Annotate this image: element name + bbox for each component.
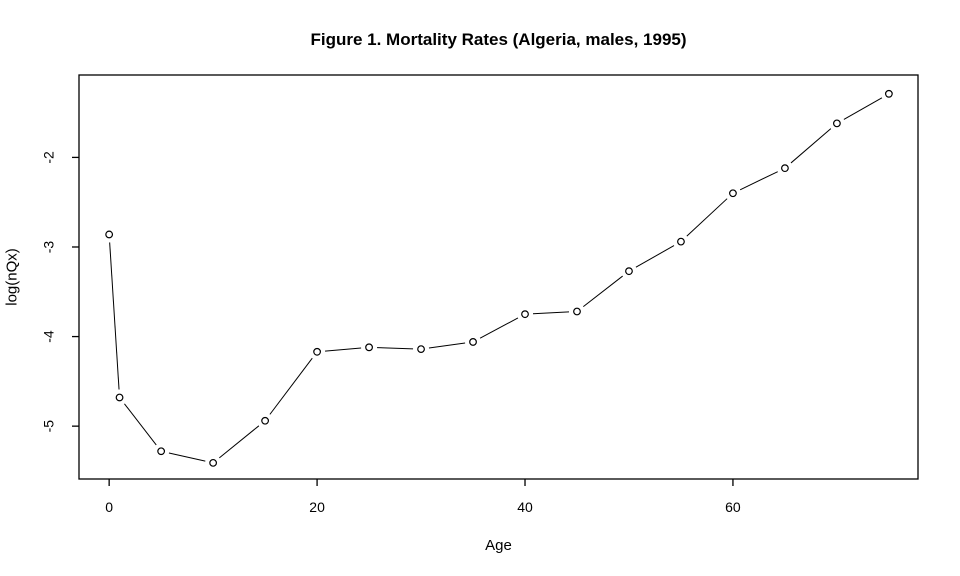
x-tick-label: 60 — [725, 499, 741, 515]
data-point — [157, 447, 166, 456]
data-point — [729, 189, 737, 198]
series-segment — [124, 403, 157, 446]
x-tick-label: 20 — [309, 499, 325, 515]
series-segment — [686, 198, 728, 237]
data-point — [115, 393, 124, 402]
series-segment — [269, 357, 313, 415]
y-tick-label: -3 — [41, 241, 57, 254]
data-point — [625, 267, 633, 276]
series-segment — [219, 425, 260, 459]
y-axis-label-text: log(nQx) — [3, 248, 21, 306]
series-segment — [790, 128, 832, 164]
y-tick-label: -4 — [41, 330, 57, 343]
chart-title: Figure 1. Mortality Rates (Algeria, male… — [310, 30, 687, 49]
data-point — [209, 458, 218, 467]
data-point — [573, 307, 581, 316]
data-point — [417, 345, 425, 354]
data-point — [884, 89, 893, 98]
series-segment — [479, 317, 519, 339]
data-point — [365, 343, 373, 352]
series-segment — [739, 171, 778, 191]
data-point — [469, 338, 477, 346]
series-segment — [843, 97, 883, 120]
data-point — [833, 119, 841, 128]
series-segment — [635, 245, 675, 268]
data-point — [105, 230, 114, 239]
y-tick-label: -5 — [41, 420, 57, 433]
data-point — [521, 310, 529, 319]
data-point — [313, 347, 321, 356]
data-point — [781, 164, 789, 173]
series-segment — [109, 242, 120, 390]
x-axis-label: Age — [485, 537, 512, 554]
series-segment — [377, 347, 414, 350]
data-point — [261, 416, 269, 425]
y-tick-label: -2 — [41, 151, 57, 164]
data-point — [677, 237, 685, 246]
series-segment — [428, 342, 466, 349]
series-segment — [532, 311, 570, 315]
x-tick-label: 0 — [105, 499, 113, 515]
series-segment — [583, 275, 623, 307]
series-segment — [325, 347, 362, 352]
x-tick-label: 40 — [517, 499, 533, 515]
plot-box — [78, 74, 919, 480]
series-segment — [168, 452, 206, 462]
